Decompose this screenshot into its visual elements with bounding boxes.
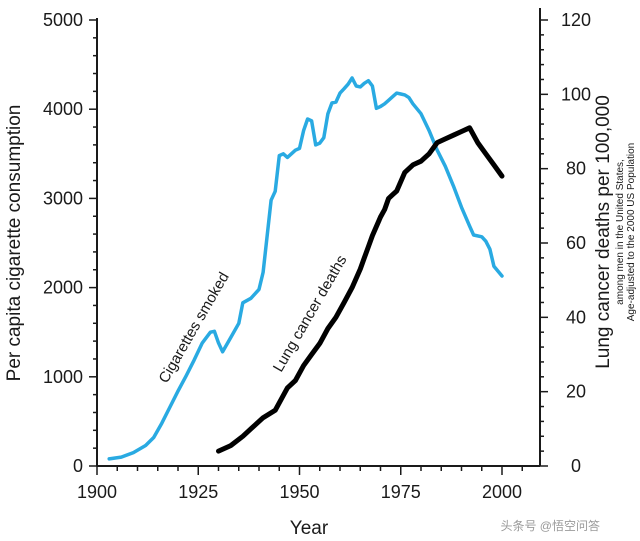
x-tick-label: 1900 xyxy=(77,482,117,502)
y-axis-right-note-1: among men in the United States, xyxy=(615,159,626,305)
y-left-tick-label: 0 xyxy=(73,456,83,476)
y-left-tick-label: 2000 xyxy=(43,278,83,298)
series-label-cigarettes: Cigarettes smoked xyxy=(155,269,232,386)
y-axis-right: 0 20 40 60 80 100 120 xyxy=(540,10,591,476)
y-axis-right-title: Lung cancer deaths per 100,000 xyxy=(593,95,614,369)
y-right-tick-label: 20 xyxy=(566,382,586,402)
y-right-tick-label: 120 xyxy=(561,10,591,30)
y-right-tick-label: 0 xyxy=(571,456,581,476)
y-left-tick-label: 1000 xyxy=(43,367,83,387)
watermark-text: 头条号 @悟空问答 xyxy=(500,518,600,533)
x-tick-label: 2000 xyxy=(482,482,522,502)
x-tick-label: 1950 xyxy=(279,482,319,502)
y-left-tick-label: 3000 xyxy=(43,188,83,208)
y-right-tick-label: 100 xyxy=(561,84,591,104)
y-right-tick-label: 60 xyxy=(566,233,586,253)
y-axis-left: 0 1000 2000 3000 4000 5000 xyxy=(43,10,97,476)
y-axis-left-title: Per capita cigarette consumption xyxy=(4,105,25,382)
series-line-cigarettes xyxy=(107,76,504,461)
series-line-lung-cancer xyxy=(216,125,505,454)
y-right-tick-label: 80 xyxy=(566,159,586,179)
y-right-tick-label: 40 xyxy=(566,307,586,327)
x-axis-title: Year xyxy=(290,518,329,539)
y-left-tick-label: 4000 xyxy=(43,99,83,119)
x-axis: 1900 1925 1950 1975 2000 xyxy=(77,466,523,502)
chart-axes xyxy=(96,8,541,467)
x-tick-label: 1925 xyxy=(178,482,218,502)
y-axis-right-note-2: Age-adjusted to the 2000 US Population xyxy=(626,143,637,321)
series-group xyxy=(107,76,505,461)
x-tick-label: 1975 xyxy=(381,482,421,502)
y-left-tick-label: 5000 xyxy=(43,10,83,30)
